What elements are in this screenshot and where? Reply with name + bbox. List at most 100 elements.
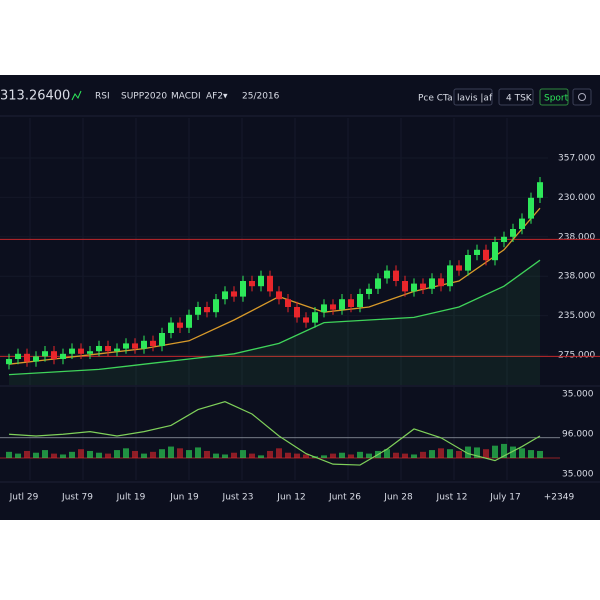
candle-body (6, 359, 12, 365)
candle-body (474, 249, 480, 255)
histogram-bar (69, 451, 75, 458)
y-axis-label: 238.000 (558, 232, 595, 242)
candle-body (456, 265, 462, 271)
histogram-bar (528, 450, 534, 458)
x-axis-label: Jun 28 (383, 493, 413, 503)
y-axis-label: 357.000 (558, 154, 595, 164)
histogram-bar (231, 452, 237, 458)
button-frame[interactable] (539, 88, 569, 106)
candle-body (132, 343, 138, 349)
settings-button[interactable] (572, 88, 592, 106)
candle-body (177, 322, 183, 328)
histogram-bar (222, 454, 228, 458)
x-axis-label: Jutl 29 (9, 493, 39, 503)
histogram-bar (474, 447, 480, 458)
histogram-bar (258, 455, 264, 458)
candle-body (231, 291, 237, 297)
histogram-bar (276, 448, 282, 458)
candle-body (60, 353, 66, 359)
button-frame[interactable] (498, 88, 534, 106)
x-axis-label: Jun 12 (276, 493, 305, 503)
toolbar-item[interactable]: MACDI (171, 92, 201, 102)
x-axis-label: July 17 (489, 493, 521, 503)
candle-body (528, 197, 534, 219)
candle-body (465, 255, 471, 271)
candle-body (87, 351, 93, 354)
candle-body (357, 294, 363, 307)
candle-body (285, 299, 291, 307)
candle-body (51, 351, 57, 359)
candle-body (303, 317, 309, 323)
histogram-bar (60, 454, 66, 458)
candle-body (411, 283, 417, 292)
button-frame[interactable] (453, 88, 493, 106)
candle-body (366, 288, 372, 294)
histogram-bar (213, 453, 219, 458)
y-axis-label: 238.000 (558, 272, 595, 282)
candle-body (510, 229, 516, 237)
x-axis-label: Just 12 (436, 493, 468, 503)
candle-body (321, 304, 327, 313)
candle-body (96, 346, 102, 352)
histogram-bar (51, 453, 57, 458)
candle-body (384, 270, 390, 279)
histogram-bar (411, 454, 417, 458)
toolbar-item[interactable]: 25/2016 (242, 92, 280, 102)
histogram-bar (24, 450, 30, 458)
candle-body (519, 218, 525, 229)
toolbar-item[interactable]: SUPP2020 (121, 92, 167, 102)
histogram-bar (402, 453, 408, 458)
histogram-bar (240, 450, 246, 458)
histogram-bar (447, 449, 453, 458)
chart-panel (0, 75, 600, 520)
candle-body (15, 353, 21, 359)
toolbar-item[interactable]: RSI (95, 92, 110, 102)
histogram-bar (159, 449, 165, 458)
candle-body (213, 299, 219, 313)
x-axis-label: Just 79 (61, 493, 93, 503)
histogram-bar (465, 446, 471, 458)
candle-body (276, 291, 282, 300)
histogram-bar (195, 447, 201, 458)
histogram-bar (96, 452, 102, 458)
active-button[interactable]: Sport (544, 94, 569, 104)
toolbar-item[interactable]: AF2▾ (206, 92, 228, 102)
x-axis-label: Junt 26 (328, 493, 361, 503)
candle-body (105, 346, 111, 352)
x-axis-label: +2349 (544, 493, 575, 503)
toolbar-item[interactable]: Pce CTa| (418, 94, 456, 104)
histogram-bar (483, 449, 489, 458)
candle-body (141, 340, 147, 349)
histogram-bar (492, 445, 498, 458)
trend-icon[interactable] (71, 90, 82, 101)
histogram-bar (87, 450, 93, 458)
y-axis-label: 235.000 (558, 311, 595, 321)
settings-icon[interactable] (578, 93, 586, 101)
candle-body (78, 348, 84, 354)
histogram-bar (141, 453, 147, 458)
candle-body (375, 278, 381, 289)
candle-body (195, 307, 201, 315)
candle-body (267, 275, 273, 292)
y-axis-label: 230.000 (558, 193, 595, 203)
ma-area (9, 260, 540, 385)
candle-body (312, 312, 318, 323)
candle-body (42, 351, 48, 357)
toolbar-button[interactable]: 4 TSK (506, 94, 533, 104)
histogram-bar (384, 449, 390, 458)
histogram-bar (150, 451, 156, 458)
candle-body (339, 299, 345, 310)
histogram-bar (267, 450, 273, 458)
histogram-bar (42, 450, 48, 458)
histogram-bar (393, 452, 399, 458)
candle-body (168, 322, 174, 333)
candle-body (393, 270, 399, 281)
toolbar-button[interactable]: lavis |af (457, 94, 493, 104)
candle-body (258, 275, 264, 287)
candle-body (483, 249, 489, 261)
histogram-bar (177, 448, 183, 458)
candle-body (537, 182, 543, 198)
histogram-bar (537, 450, 543, 458)
